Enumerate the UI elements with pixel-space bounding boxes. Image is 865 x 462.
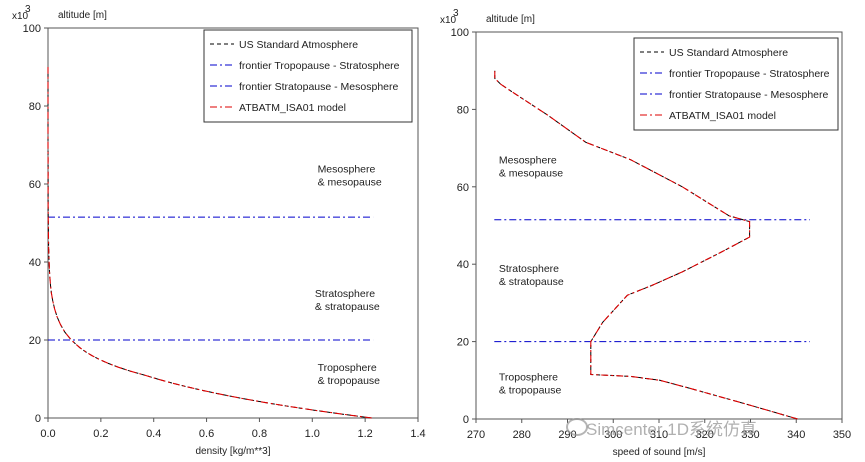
density-region-annotation-line: & mesopause — [318, 176, 382, 188]
density-x-tick-label: 0.0 — [40, 428, 55, 440]
density-x-tick-label: 1.4 — [410, 428, 425, 440]
density-y-tick-label: 100 — [23, 23, 41, 35]
sound-region-annotation: Troposphere & tropopause — [499, 371, 562, 396]
sound-x-tick-label: 280 — [513, 429, 531, 441]
sound-y-multiplier-exponent: 3 — [453, 8, 459, 19]
speed-of-sound-panel: 270 280 290 300 310 320 330 340 350020406080100s… — [440, 8, 851, 458]
sound-x-tick-label: 350 — [833, 429, 851, 441]
sound-legend-label: US Standard Atmosphere — [669, 47, 788, 59]
density-region-annotation: Troposphere & tropopause — [318, 362, 381, 387]
density-x-tick-label: 1.0 — [305, 428, 320, 440]
density-panel: 0.0 0.2 0.4 0.6 0.8 1.0 1.2 1.4 0 20 40 60 80 100 dens… — [12, 4, 426, 457]
density-y-multiplier-exponent: 3 — [25, 4, 31, 15]
density-legend-label: US Standard Atmosphere — [239, 39, 358, 51]
sound-x-tick-label: 320 — [696, 429, 714, 441]
density-region-annotation-line: Mesosphere — [318, 163, 376, 175]
sound-region-annotation-line: Mesosphere — [499, 155, 557, 167]
density-y-tick-label: 40 — [29, 257, 41, 269]
density-y-tick-label: 80 — [29, 101, 41, 113]
sound-x-axis-label: speed of sound [m/s] — [613, 447, 706, 458]
sound-y-tick-label: 100 — [451, 27, 469, 39]
sound-y-tick-label: 80 — [457, 104, 469, 116]
sound-x-tick-label: 300 — [604, 429, 622, 441]
density-x-axis-label: density [kg/m**3] — [195, 446, 270, 457]
sound-legend-box — [633, 37, 839, 131]
density-y-tick-label: 0 — [35, 413, 41, 425]
sound-region-annotation-line: Troposphere — [499, 371, 558, 383]
sound-y-tick-label: 60 — [457, 182, 469, 194]
density-x-tick-label: 0.4 — [146, 428, 161, 440]
sound-region-annotation: Stratosphere & stratopause — [499, 263, 564, 288]
sound-legend-label: frontier Tropopause - Stratosphere — [669, 68, 830, 80]
sound-y-tick-label: 20 — [457, 337, 469, 349]
density-y-tick-label: 60 — [29, 179, 41, 191]
density-y-multiplier: x10 — [12, 11, 29, 22]
sound-y-multiplier: x10 — [440, 15, 457, 26]
wechat-icon — [566, 418, 588, 436]
sound-x-tick-label: 340 — [787, 429, 805, 441]
sound-region-annotation-line: Stratosphere — [499, 263, 559, 275]
density-us-standard-line — [47, 67, 372, 419]
sound-region-annotation-line: & stratopause — [499, 276, 564, 288]
sound-y-axis-label: altitude [m] — [486, 14, 535, 25]
watermark-text: Simcenter 1D系统仿真 — [586, 420, 757, 439]
sound-y-tick-label: 0 — [463, 414, 469, 426]
density-x-tick-label: 0.2 — [93, 428, 108, 440]
sound-y-tick-label: 40 — [457, 259, 469, 271]
density-legend-box — [203, 29, 413, 123]
density-region-annotation-line: Stratosphere — [315, 288, 375, 300]
density-x-tick-label: 1.2 — [357, 428, 372, 440]
sound-region-annotation-line: & mesopause — [499, 168, 563, 180]
sound-region-annotation-line: & tropopause — [499, 384, 562, 396]
sound-x-tick-label: 310 — [650, 429, 668, 441]
density-y-axis-label: altitude [m] — [58, 10, 107, 21]
density-region-annotation-line: & tropopause — [318, 375, 381, 387]
density-region-annotation-line: Troposphere — [318, 362, 377, 374]
density-legend-label: ATBATM_ISA01 model — [239, 102, 346, 114]
density-region-annotation: Stratosphere & stratopause — [315, 288, 380, 313]
sound-x-tick-label: 270 — [467, 429, 485, 441]
sound-region-annotation: Mesosphere & mesopause — [499, 155, 563, 180]
sound-legend-label: frontier Stratopause - Mesosphere — [669, 89, 828, 101]
sound-x-tick-label: 330 — [741, 429, 759, 441]
density-legend-label: frontier Tropopause - Stratosphere — [239, 60, 400, 72]
sound-legend-label: ATBATM_ISA01 model — [669, 110, 776, 122]
sound-atbatm-model-line — [494, 70, 798, 420]
density-legend-label: frontier Stratopause - Mesosphere — [239, 81, 398, 93]
density-x-tick-label: 0.6 — [199, 428, 214, 440]
density-x-tick-label: 0.8 — [252, 428, 267, 440]
density-region-annotation: Mesosphere & mesopause — [318, 163, 382, 188]
density-y-tick-label: 20 — [29, 335, 41, 347]
density-region-annotation-line: & stratopause — [315, 301, 380, 313]
